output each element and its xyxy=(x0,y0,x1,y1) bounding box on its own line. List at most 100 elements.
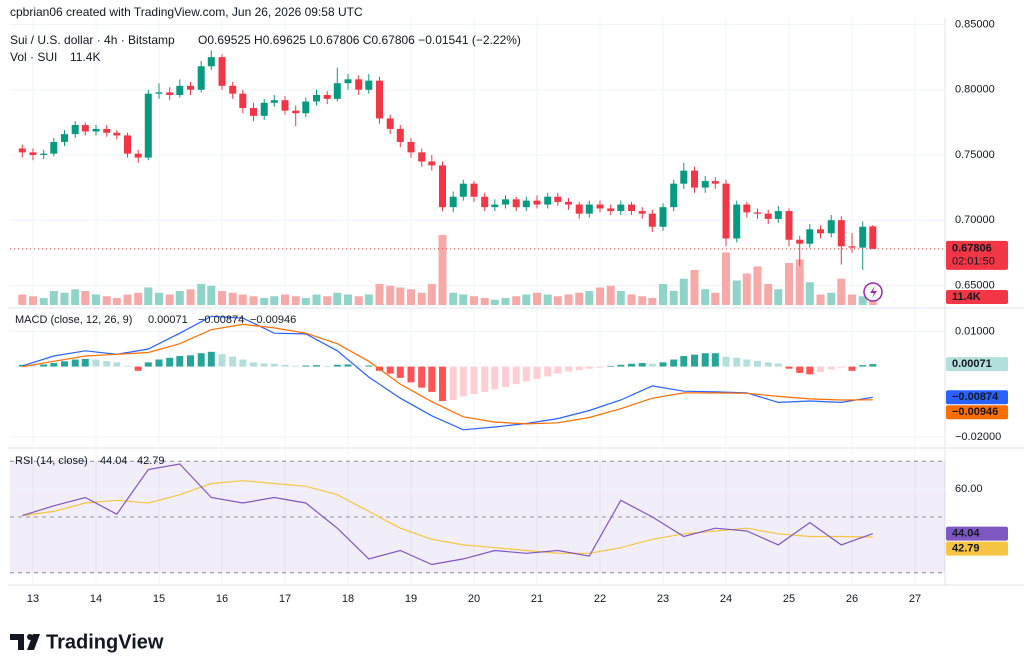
legend-value: −0.00874 xyxy=(198,314,244,326)
histogram-bar xyxy=(481,366,489,392)
volume-bar xyxy=(659,284,668,305)
candle-body xyxy=(806,229,814,244)
volume-bar xyxy=(102,296,111,305)
y-tick-label: 0.01000 xyxy=(955,325,995,337)
histogram-bar xyxy=(386,366,394,374)
candle-body xyxy=(512,199,520,208)
volume-bar xyxy=(134,292,143,305)
candle-body xyxy=(60,134,68,142)
volume-bar xyxy=(123,294,132,305)
countdown: 02:01:50 xyxy=(952,256,995,268)
volume-bar xyxy=(480,298,489,305)
volume-last-box xyxy=(946,290,1008,304)
volume-bar xyxy=(627,294,636,305)
candle-body xyxy=(144,93,152,158)
legend-volume-value: 11.4K xyxy=(70,50,100,64)
histogram-bar xyxy=(691,354,699,367)
candle-body xyxy=(103,128,111,133)
candle-body xyxy=(837,220,845,247)
volume-bar xyxy=(154,292,163,305)
candle-body xyxy=(113,132,121,136)
candle-body xyxy=(449,196,457,208)
histogram-bar xyxy=(302,365,310,367)
volume-bar xyxy=(764,284,773,305)
candle-body xyxy=(386,118,394,129)
histogram-bar xyxy=(323,365,331,367)
volume-bar xyxy=(312,294,321,305)
candle-body xyxy=(733,204,741,239)
candle-body xyxy=(554,196,562,202)
series-last: 42.79 xyxy=(952,543,980,555)
x-tick-label: 27 xyxy=(909,593,921,605)
histogram-bar xyxy=(186,355,194,367)
x-tick-label: 23 xyxy=(657,593,669,605)
volume-bar xyxy=(186,289,195,305)
x-tick-label: 19 xyxy=(405,593,417,605)
plot: 13 14 15 16 17 18 19 20 21 22 23 24 25 26 27 0.65000 0.7… xyxy=(10,18,1008,605)
volume-bar xyxy=(323,296,332,305)
y-tick-label: 0.85000 xyxy=(955,18,995,30)
candle-body xyxy=(774,211,782,219)
volume-bar xyxy=(60,292,69,305)
candle-body xyxy=(396,128,404,142)
histogram-bar xyxy=(260,363,268,367)
logo: TradingView xyxy=(10,631,164,653)
series-last-box xyxy=(946,405,1008,420)
candle-body xyxy=(344,79,352,84)
candle-body xyxy=(565,201,573,205)
volume-bar xyxy=(28,296,37,305)
candle-body xyxy=(691,170,699,188)
legend-title: RSI (14, close) xyxy=(15,455,88,467)
candle-body xyxy=(281,100,289,111)
histogram-bar xyxy=(733,357,741,367)
volume-bar xyxy=(270,296,279,305)
volume-bar xyxy=(449,292,458,305)
candle-body xyxy=(29,152,37,155)
volume-bar xyxy=(795,259,804,305)
volume-bar xyxy=(291,296,300,305)
candle-body xyxy=(176,85,184,95)
histogram-bar xyxy=(270,363,278,367)
x-tick-label: 20 xyxy=(468,593,480,605)
candle-body xyxy=(229,85,237,94)
histogram-bar xyxy=(596,366,604,368)
histogram-bar xyxy=(40,364,48,367)
volume-bar xyxy=(427,284,436,305)
histogram-bar xyxy=(207,351,215,367)
histogram-bar xyxy=(103,360,111,367)
histogram-bar xyxy=(229,356,237,367)
histogram-bar xyxy=(292,365,300,367)
candle-body xyxy=(617,204,625,212)
histogram-bar xyxy=(743,359,751,367)
histogram-bar xyxy=(144,362,152,367)
volume-bar xyxy=(606,285,615,305)
candle-body xyxy=(50,141,58,154)
series-last: 44.04 xyxy=(952,528,980,540)
series-last: −0.00946 xyxy=(952,406,998,418)
volume-bar xyxy=(848,294,857,305)
volume-bar xyxy=(144,287,153,305)
candle-body xyxy=(869,226,877,249)
histogram-bar xyxy=(71,359,79,367)
x-tick-label: 21 xyxy=(531,593,543,605)
candle-body xyxy=(817,229,825,234)
volume-bar xyxy=(711,292,720,305)
candle-body xyxy=(218,57,226,86)
volume-bar xyxy=(533,292,542,305)
volume-bar xyxy=(417,292,426,305)
histogram-bar xyxy=(774,363,782,367)
y-tick-label: 60.00 xyxy=(955,483,983,495)
histogram-bar xyxy=(428,366,436,392)
histogram-bar xyxy=(355,365,363,367)
histogram-bar xyxy=(869,364,877,367)
volume-bar xyxy=(858,296,867,305)
histogram-bar xyxy=(565,366,573,372)
candle-body xyxy=(81,124,89,132)
volume-bar xyxy=(679,278,688,305)
candle-body xyxy=(323,94,331,99)
candle-body xyxy=(470,183,478,197)
volume-bar xyxy=(207,285,216,305)
logo-dot xyxy=(27,634,33,640)
histogram-bar xyxy=(176,356,184,367)
